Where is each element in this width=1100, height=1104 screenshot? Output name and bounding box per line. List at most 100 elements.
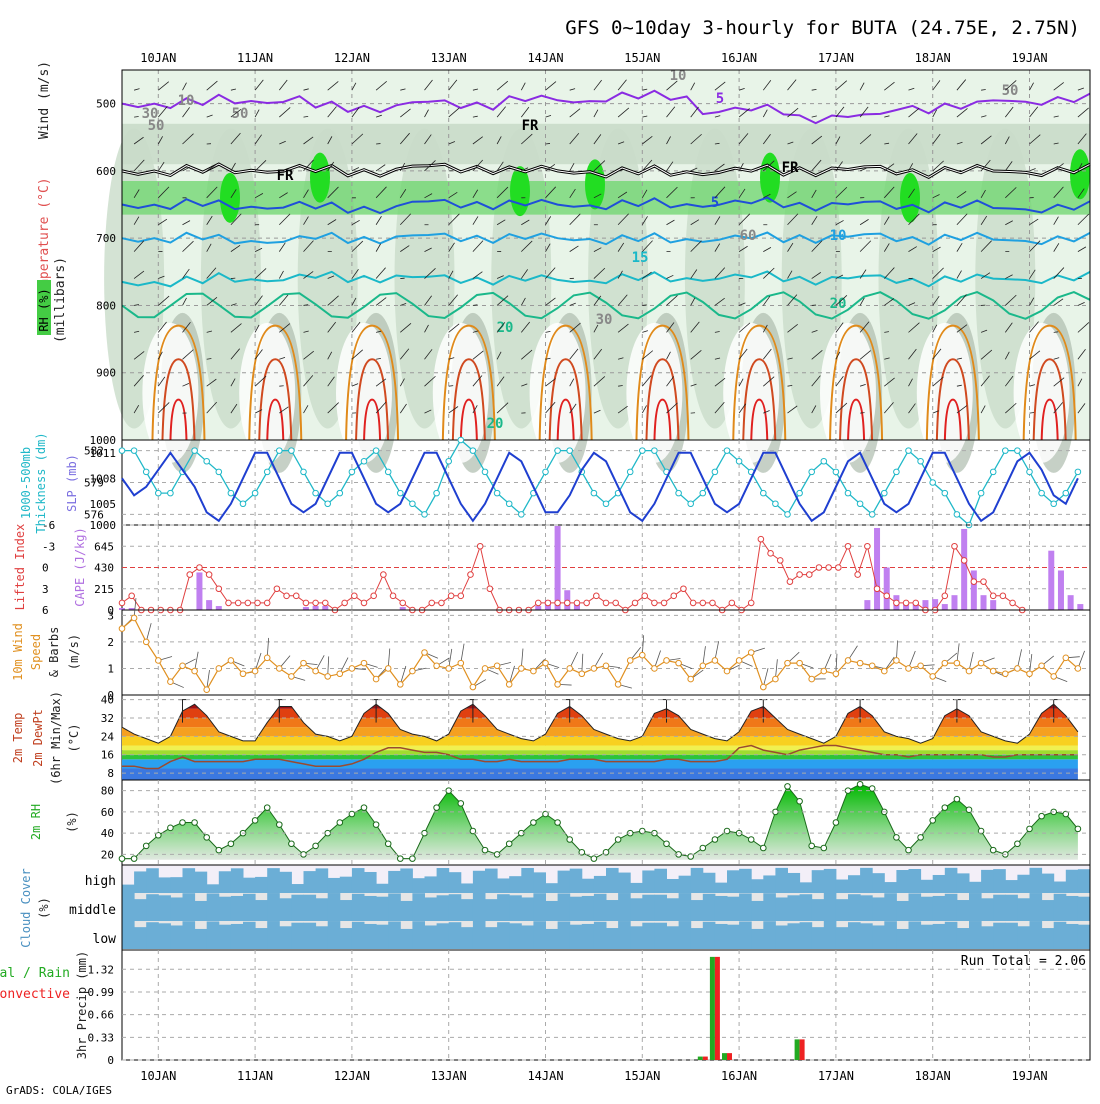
lifted-index-line-point: [322, 600, 328, 606]
cape-y-tick: 215: [94, 583, 114, 596]
date-label-bottom: 14JAN: [527, 1069, 563, 1083]
cloud-cell: [775, 897, 788, 921]
cloud-cell: [788, 873, 801, 893]
cloud-cell: [872, 925, 885, 949]
thickness-line-point: [894, 469, 900, 475]
cloud-cell: [812, 899, 825, 921]
cloud-cell: [400, 868, 413, 893]
cloud-cell: [231, 896, 244, 921]
rh2m-y-tick: 60: [101, 806, 114, 819]
wind10-speed-line-point: [313, 668, 319, 674]
rh2m-line-point: [761, 845, 767, 851]
lifted-index-line-point: [477, 543, 483, 549]
cloud-cell: [437, 923, 450, 949]
cloud-cell: [751, 901, 764, 921]
cloud-cell: [969, 882, 982, 893]
label-precip: 3hr Precip (mm): [75, 951, 89, 1059]
temp-y-tick: 16: [101, 749, 114, 762]
label-temp2m: (°C): [67, 724, 81, 753]
thickness-line-point: [422, 512, 428, 518]
wind10-speed-line-point: [748, 650, 754, 656]
thickness-line-point: [337, 490, 343, 496]
cloud-cell: [170, 877, 183, 893]
temp-y-tick: 40: [101, 694, 114, 707]
wind10-speed-line-point: [494, 663, 500, 669]
rh-dry-pocket: [820, 323, 876, 463]
rh-dry-pocket: [723, 323, 779, 463]
lifted-index-line-point: [264, 600, 270, 606]
thickness-line-point: [1039, 490, 1045, 496]
cloud-cell: [606, 928, 619, 949]
wind10-speed-line-point: [821, 668, 827, 674]
rh2m-line-point: [119, 856, 125, 862]
lifted-index-line-point: [390, 593, 396, 599]
cloud-cell: [642, 870, 655, 893]
wind10-speed-line-point: [1075, 666, 1081, 672]
cloud-cell: [509, 895, 522, 921]
wind10-speed-line-point: [531, 668, 537, 674]
cape-bar: [216, 606, 222, 610]
cloud-cell: [642, 895, 655, 921]
wind10-speed-line-point: [422, 650, 428, 656]
lifted-index-line-point: [681, 586, 687, 592]
cloud-cell: [134, 871, 147, 893]
cloud-cell: [304, 871, 317, 893]
date-label-bottom: 10JAN: [140, 1069, 176, 1083]
wind10-speed-line-point: [761, 684, 767, 690]
cloud-cell: [279, 872, 292, 893]
cloud-cell: [860, 868, 873, 893]
temp2m-label: (6hr Min/Max): [49, 691, 63, 785]
cloud-cell: [473, 893, 486, 921]
cloud-cell: [231, 868, 244, 893]
cloud-cell: [775, 868, 788, 893]
cloud-cell: [425, 876, 438, 893]
wind-y-tick: 1: [107, 662, 114, 675]
contour-label: 20: [487, 416, 504, 432]
cloud-cell: [679, 893, 692, 921]
cloud-cell: [485, 899, 498, 921]
cloud-cell: [533, 872, 546, 893]
cloud-cell: [751, 879, 764, 893]
cape-bar: [555, 526, 561, 610]
date-label-top: 15JAN: [624, 51, 660, 65]
cape-y-tick: 430: [94, 562, 114, 575]
wind10-speed-line-point: [1051, 674, 1057, 680]
cloud-cell: [316, 898, 329, 921]
label-wind10: (m/s): [67, 634, 81, 670]
thickness-line-point: [918, 458, 924, 464]
thickness-line-point: [131, 448, 137, 454]
wind10-speed-line-point: [119, 626, 125, 632]
wind10-speed-line-point: [446, 666, 452, 672]
wind10-speed-line-point: [555, 682, 561, 688]
cloud-cell: [957, 873, 970, 893]
cape-bar: [951, 595, 957, 610]
cloud-level-high: high: [85, 874, 116, 889]
cloud-cell: [546, 883, 559, 893]
cloud-level-middle: middle: [69, 903, 116, 918]
cloud-cell: [122, 893, 135, 921]
upper-left-label: Temperature (°C)Wind (m/s): [37, 61, 52, 303]
lifted-index-line-point: [1010, 600, 1016, 606]
rh2m-line-point: [797, 798, 803, 804]
chart-title: GFS 0~10day 3-hourly for BUTA (24.75E, 2…: [565, 17, 1080, 39]
label-precip-total: Total / Rain: [0, 966, 70, 981]
thickness-line-point: [591, 490, 597, 496]
cloud-cell: [800, 882, 813, 893]
wind10-speed-line-point: [966, 668, 972, 674]
wind10-speed-line-point: [349, 666, 355, 672]
cloud-cell: [473, 921, 486, 949]
cloud-cell: [425, 925, 438, 949]
li-y-tick: -6: [42, 519, 55, 532]
cape-bar: [942, 604, 948, 610]
cloud-cell: [909, 921, 922, 949]
cloud-cell: [521, 868, 534, 893]
cloud-cell: [812, 927, 825, 949]
cloud-cell: [836, 899, 849, 921]
lifted-index-line-point: [429, 600, 435, 606]
cloud-cell: [509, 876, 522, 893]
lifted-index-line-point: [990, 593, 996, 599]
thickness-line-point: [700, 490, 706, 496]
cloud-cell: [1042, 928, 1055, 949]
contour-label: 30: [596, 312, 613, 328]
rh2m-line-point: [289, 841, 295, 847]
